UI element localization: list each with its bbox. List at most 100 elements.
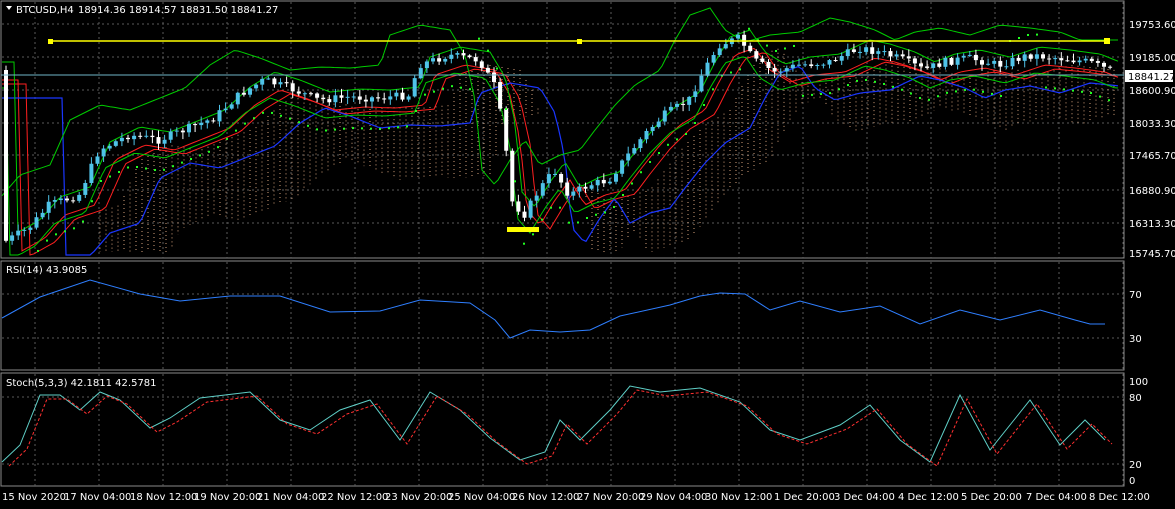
psar-dot xyxy=(1072,89,1074,92)
candle-body xyxy=(132,135,137,140)
time-label: 5 Dec 20:00 xyxy=(961,492,1022,503)
psar-dot xyxy=(874,80,876,83)
psar-dot xyxy=(478,37,480,40)
candle-body xyxy=(406,96,411,100)
candle-body xyxy=(272,78,277,85)
psar-dot xyxy=(892,85,894,88)
candle-body xyxy=(156,137,161,144)
chart-menu-arrow-icon[interactable] xyxy=(6,6,12,10)
candle-body xyxy=(241,92,246,95)
candle-body xyxy=(89,163,94,184)
psar-dot xyxy=(748,27,750,30)
candle-body xyxy=(162,139,167,144)
candle-body xyxy=(400,92,405,100)
psar-dot xyxy=(568,221,570,224)
candle-body xyxy=(711,55,716,63)
candle-body xyxy=(870,47,875,54)
psar-dot xyxy=(73,227,75,230)
candle-body xyxy=(510,150,515,202)
candle-body xyxy=(656,121,661,127)
psar-dot xyxy=(1036,33,1038,36)
psar-dot xyxy=(1018,37,1020,39)
psar-dot xyxy=(208,150,210,153)
psar-dot xyxy=(136,166,138,168)
resistance-line-handle-right[interactable] xyxy=(1104,38,1110,44)
candle-body xyxy=(193,124,198,126)
psar-dot xyxy=(199,154,201,157)
support-marker[interactable] xyxy=(507,227,539,232)
candle-body xyxy=(479,61,484,68)
psar-dot xyxy=(64,230,66,233)
candle-body xyxy=(71,200,76,202)
candle-body xyxy=(150,135,155,138)
psar-dot xyxy=(667,143,669,146)
candle-body xyxy=(95,156,100,164)
candle-body xyxy=(1108,66,1113,68)
psar-dot xyxy=(1054,87,1056,90)
candle-body xyxy=(1102,62,1106,67)
candle-body xyxy=(113,141,118,146)
candle-body xyxy=(815,64,820,67)
psar-dot xyxy=(802,94,804,97)
psar-dot xyxy=(127,166,129,169)
psar-dot xyxy=(703,104,705,106)
psar-dot xyxy=(505,108,507,110)
candle-body xyxy=(199,122,204,126)
stoch-tick-100: 100 xyxy=(1129,377,1148,388)
candle-body xyxy=(388,96,393,100)
psar-dot xyxy=(307,124,309,127)
time-label: 7 Dec 04:00 xyxy=(1026,492,1087,503)
psar-dot xyxy=(649,161,651,163)
candle-body xyxy=(565,182,570,196)
price-tick: 16880.90 xyxy=(1129,186,1175,197)
time-label: 19 Nov 20:00 xyxy=(194,492,261,503)
rsi-panel[interactable] xyxy=(0,260,1125,371)
resistance-line-handle-mid[interactable] xyxy=(577,39,582,44)
psar-dot xyxy=(910,92,912,95)
candle-body xyxy=(827,60,832,65)
candle-body xyxy=(467,55,472,58)
psar-dot xyxy=(973,88,975,91)
moving-average-line xyxy=(2,66,1119,256)
price-panel[interactable] xyxy=(0,0,1125,259)
stoch-panel[interactable] xyxy=(0,372,1125,487)
resistance-line-handle-left[interactable] xyxy=(48,39,53,44)
candle-body xyxy=(864,47,869,52)
psar-dot xyxy=(964,88,966,91)
rsi-tick-30: 30 xyxy=(1129,334,1142,345)
candle-body xyxy=(638,139,643,149)
time-label: 27 Nov 20:00 xyxy=(577,492,644,503)
time-label: 15 Nov 2020 xyxy=(2,492,66,503)
psar-dot xyxy=(766,44,768,47)
psar-dot xyxy=(442,87,444,90)
candle-body xyxy=(925,66,930,68)
candle-body xyxy=(309,93,313,95)
candle-body xyxy=(16,230,21,236)
psar-dot xyxy=(172,165,174,168)
psar-dot xyxy=(865,79,867,81)
candle-body xyxy=(1034,54,1039,59)
psar-dot xyxy=(901,88,903,91)
candle-body xyxy=(559,173,564,183)
candle-body xyxy=(961,55,966,58)
candle-body xyxy=(583,186,588,189)
candle-body xyxy=(1004,66,1009,68)
candle-body xyxy=(492,72,496,83)
candle-body xyxy=(937,63,942,67)
psar-dot xyxy=(514,180,516,183)
candle-body xyxy=(851,49,856,52)
candle-body xyxy=(351,96,356,98)
candle-body xyxy=(980,60,984,65)
psar-dot xyxy=(784,47,786,50)
psar-dot xyxy=(739,68,741,71)
candle-body xyxy=(461,53,466,56)
candle-body xyxy=(894,54,899,57)
candlesticks xyxy=(4,30,1113,245)
psar-dot xyxy=(820,93,822,95)
candle-body xyxy=(1016,57,1021,61)
candle-body xyxy=(595,179,600,186)
time-label: 22 Nov 12:00 xyxy=(321,492,388,503)
candle-body xyxy=(986,63,991,65)
time-label: 1 Dec 20:00 xyxy=(774,492,835,503)
